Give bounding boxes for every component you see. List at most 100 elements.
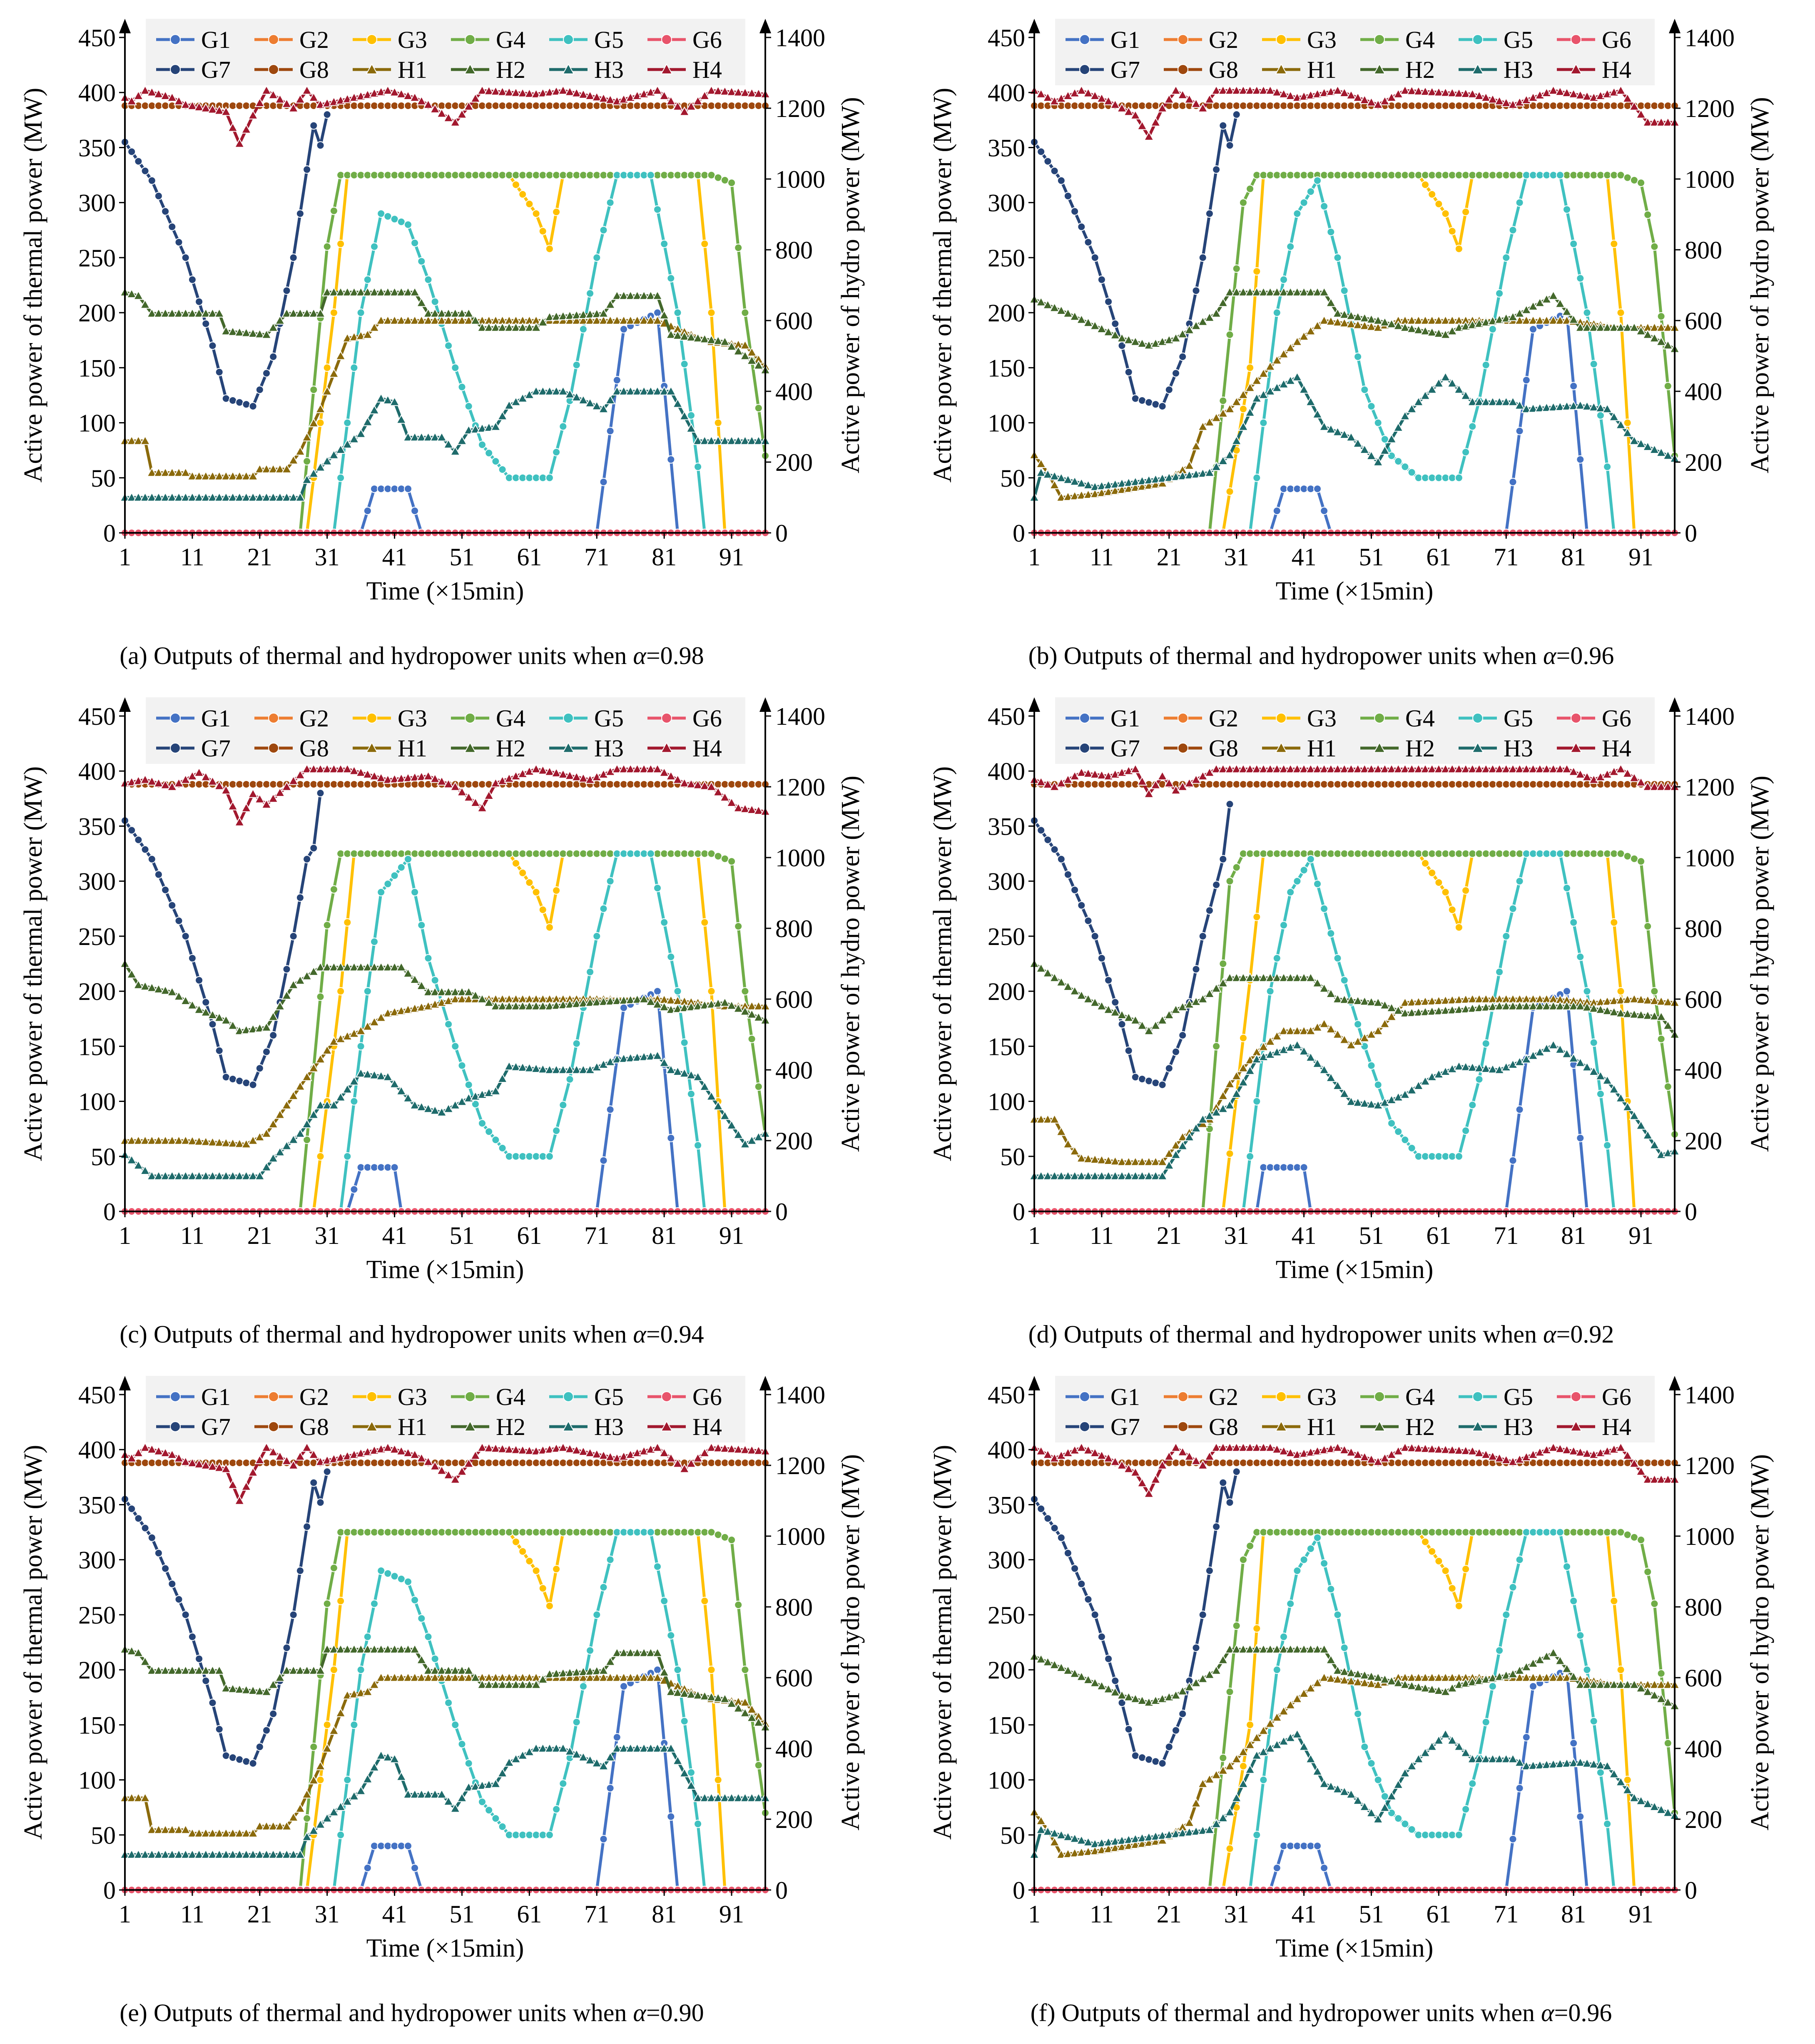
point-G3 xyxy=(700,918,709,927)
left-tick-label: 350 xyxy=(78,134,116,162)
left-tick-label: 200 xyxy=(988,978,1025,1005)
point-H2 xyxy=(712,335,724,345)
point-G5 xyxy=(343,418,352,427)
point-H3 xyxy=(436,432,447,442)
point-H4 xyxy=(726,86,737,96)
legend-entry-H1: H1 xyxy=(353,56,427,83)
point-H2 xyxy=(261,329,272,339)
point-G3 xyxy=(512,859,520,868)
point-H2 xyxy=(686,332,697,342)
point-G5 xyxy=(1556,171,1564,179)
right-axis-title: Active power of hydro power (MW) xyxy=(1746,776,1774,1152)
x-tick-label: 21 xyxy=(1157,1222,1182,1249)
legend-label: G6 xyxy=(1602,705,1631,732)
point-H4 xyxy=(530,88,542,98)
point-G5 xyxy=(464,1080,473,1089)
legend-swatch-marker xyxy=(268,713,279,724)
point-H1 xyxy=(281,463,292,473)
point-G5 xyxy=(370,242,378,251)
legend-label: H2 xyxy=(1405,735,1435,762)
point-H4 xyxy=(591,92,602,102)
point-G3 xyxy=(1225,487,1234,496)
point-H2 xyxy=(733,346,744,356)
point-H1 xyxy=(571,315,582,325)
legend-swatch-marker xyxy=(170,34,181,45)
point-G7 xyxy=(1104,297,1113,306)
point-H1 xyxy=(234,470,245,480)
point-G3 xyxy=(336,987,345,996)
point-G7 xyxy=(1172,1047,1180,1056)
caption-alpha-symbol: α xyxy=(633,642,647,669)
point-G7 xyxy=(1198,932,1207,940)
legend-swatch-marker xyxy=(1079,64,1090,75)
left-tick-label: 300 xyxy=(988,868,1025,895)
point-H4 xyxy=(443,112,454,122)
point-G7 xyxy=(134,157,143,166)
point-G7 xyxy=(1232,110,1241,119)
left-tick-label: 350 xyxy=(78,813,116,840)
right-tick-label: 0 xyxy=(1685,1198,1697,1226)
point-H2 xyxy=(321,286,333,296)
x-tick-label: 1 xyxy=(119,543,131,571)
point-G4 xyxy=(1643,922,1652,931)
point-G5 xyxy=(1454,473,1463,482)
point-H1 xyxy=(335,350,346,360)
point-H3 xyxy=(632,385,643,395)
point-G5 xyxy=(593,932,601,940)
point-G7 xyxy=(1165,385,1173,394)
point-G7 xyxy=(269,1031,278,1039)
left-tick-label: 50 xyxy=(1000,1143,1025,1171)
point-G5 xyxy=(451,363,460,372)
point-G7 xyxy=(1212,880,1221,889)
point-G5 xyxy=(1596,1089,1605,1098)
point-H2 xyxy=(389,286,400,296)
legend-swatch-marker xyxy=(1374,713,1385,724)
point-H1 xyxy=(308,418,319,428)
point-G5 xyxy=(491,457,500,466)
point-G5 xyxy=(1327,228,1335,236)
point-G5 xyxy=(1306,187,1315,196)
point-G4 xyxy=(1650,242,1659,251)
point-H2 xyxy=(524,322,535,332)
point-G7 xyxy=(1097,275,1106,284)
point-G7 xyxy=(249,1080,257,1089)
point-G4 xyxy=(329,206,338,215)
point-G4 xyxy=(309,385,318,394)
point-H2 xyxy=(753,360,764,370)
point-H4 xyxy=(477,85,488,95)
point-H4 xyxy=(403,90,413,100)
legend-swatch-marker xyxy=(268,743,279,753)
caption-text: (b) Outputs of thermal and hydropower un… xyxy=(1028,642,1543,669)
right-tick-label: 200 xyxy=(1685,1127,1722,1155)
point-G5 xyxy=(552,1126,561,1135)
point-H4 xyxy=(187,100,198,110)
legend-label: G1 xyxy=(1110,705,1140,732)
point-G3 xyxy=(714,418,722,427)
x-axis-title: Time (×15min) xyxy=(1276,577,1434,605)
point-G7 xyxy=(303,165,311,174)
legend-swatch-marker xyxy=(563,34,574,45)
point-G7 xyxy=(141,845,149,854)
point-G7 xyxy=(1084,916,1093,925)
point-G5 xyxy=(1563,205,1571,214)
point-G7 xyxy=(127,147,136,156)
legend-swatch-marker xyxy=(1472,713,1483,724)
point-G7 xyxy=(255,1064,264,1073)
legend-label: G5 xyxy=(594,705,624,732)
panel-caption: (b) Outputs of thermal and hydropower un… xyxy=(1028,642,1614,669)
legend-label: H1 xyxy=(1307,735,1337,762)
point-G7 xyxy=(242,1079,251,1087)
left-tick-label: 200 xyxy=(988,299,1025,327)
point-H3 xyxy=(443,439,454,449)
x-tick-label: 91 xyxy=(1628,1222,1653,1249)
point-H3 xyxy=(409,432,420,442)
point-H4 xyxy=(234,138,245,148)
legend-label: H1 xyxy=(398,56,427,83)
left-tick-label: 450 xyxy=(988,24,1025,52)
point-G3 xyxy=(1623,418,1632,427)
point-H2 xyxy=(254,328,265,338)
point-G1 xyxy=(411,1864,419,1872)
point-G5 xyxy=(1502,932,1511,940)
point-G5 xyxy=(593,253,601,262)
point-H2 xyxy=(315,308,326,318)
